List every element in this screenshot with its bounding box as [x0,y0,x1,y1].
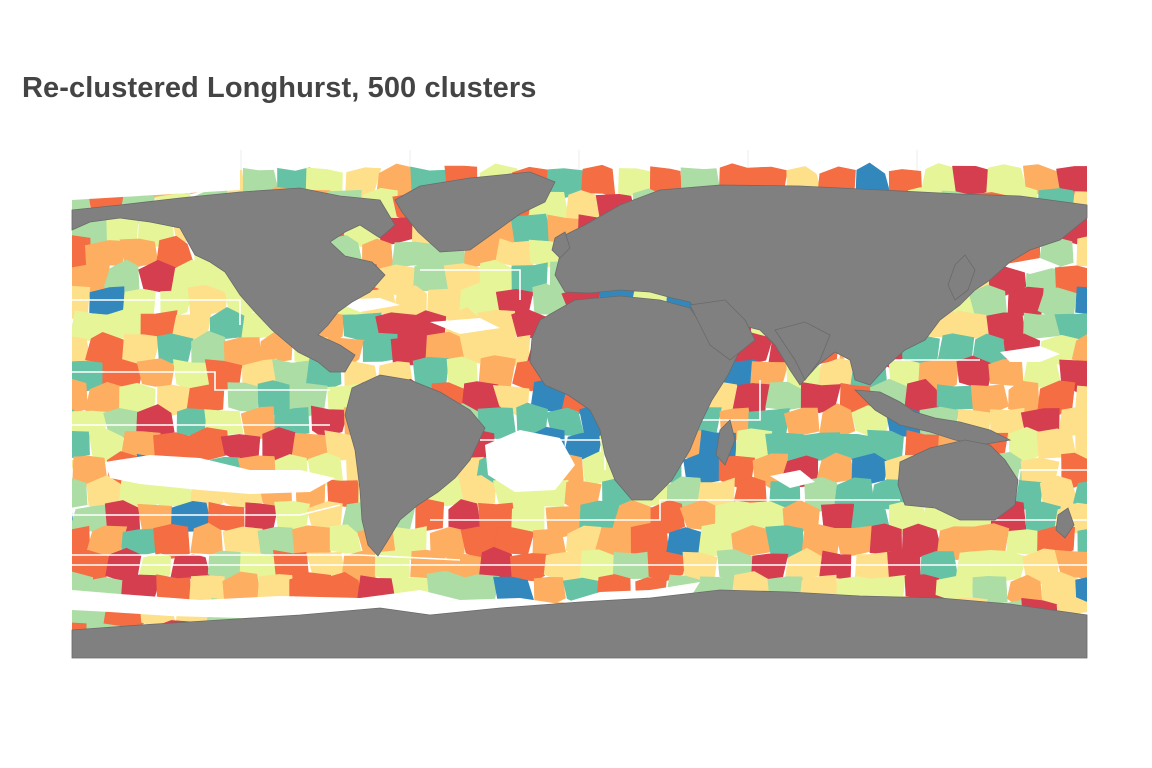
cluster-cell [1091,260,1128,291]
cluster-cell [1071,333,1087,367]
cluster-cell [1109,528,1140,561]
cluster-cell [1093,598,1129,633]
cluster-cell [1095,360,1128,393]
africa [529,295,741,501]
cluster-cell [1075,286,1087,315]
cluster-cell [1105,189,1143,219]
indian-subcontinent [774,321,831,381]
cluster-cell [495,238,534,267]
cluster-cell [1109,480,1144,511]
cluster-cell [310,405,349,439]
cluster-cell [936,384,977,410]
cluster-cell [1107,382,1145,413]
cluster-cell [72,403,75,437]
cluster-cell [72,308,76,340]
cluster-cell [72,357,76,389]
cluster-cell [72,379,89,413]
cluster-cell [227,382,261,413]
cluster-cell [988,358,1024,386]
cluster-cell [72,546,76,579]
cluster-cell [1095,311,1129,339]
cluster-cell [37,259,71,293]
cluster-cell [647,551,687,583]
cluster-cell [108,166,143,198]
cluster-cell [1094,409,1129,437]
cluster-cell [1089,212,1127,248]
cluster-cell [1075,428,1087,460]
british-isles [551,231,571,259]
plot-title: Re-clustered Longhurst, 500 clusters [22,72,537,104]
cluster-cell [532,529,567,556]
cluster-cell [72,430,90,459]
cluster-cell [186,384,225,413]
south-america [344,374,486,557]
cluster-cell [72,501,75,534]
cluster-cell [1106,289,1144,315]
cluster-cell [1076,235,1087,271]
antarctica [71,589,1088,659]
cluster-cell [40,595,70,631]
cluster-cell [103,259,140,295]
cluster-cell [1106,430,1147,461]
cluster-cell [153,523,190,559]
cluster-cell [374,550,410,583]
cluster-cell [391,241,432,268]
cluster-cell [783,407,820,436]
cluster-cell [72,168,74,200]
cluster-cell [869,523,903,555]
japan [947,254,976,301]
cluster-cell [72,477,88,510]
north-america [71,187,396,373]
australia [897,439,1019,521]
madagascar [715,419,736,466]
cluster-cell [543,551,587,582]
maritime-southeast-asia [853,389,1012,446]
cluster-cell [1108,624,1143,655]
cluster-cell [834,525,873,556]
cluster-cell [1090,500,1130,532]
cluster-cell [72,212,73,248]
arabian-peninsula [689,299,756,361]
cluster-cell [84,240,124,267]
cluster-cell [72,456,75,484]
cluster-cell [1091,455,1128,486]
cluster-cell [1007,286,1044,318]
cluster-cell [174,165,208,195]
cluster-cell [1090,166,1130,197]
eurasia [554,184,1088,386]
cluster-cell [1106,573,1146,606]
cluster-cell [1089,549,1130,581]
cluster-cell [72,164,110,200]
cluster-cell [887,549,921,578]
cluster-cell [1108,237,1147,271]
greenland [394,171,556,253]
land-masses [71,171,1088,659]
cluster-cell [1073,480,1087,508]
cluster-cell [682,551,718,581]
new-zealand [1055,507,1075,539]
cluster-cell [136,169,178,199]
cluster-cell [1112,332,1143,365]
